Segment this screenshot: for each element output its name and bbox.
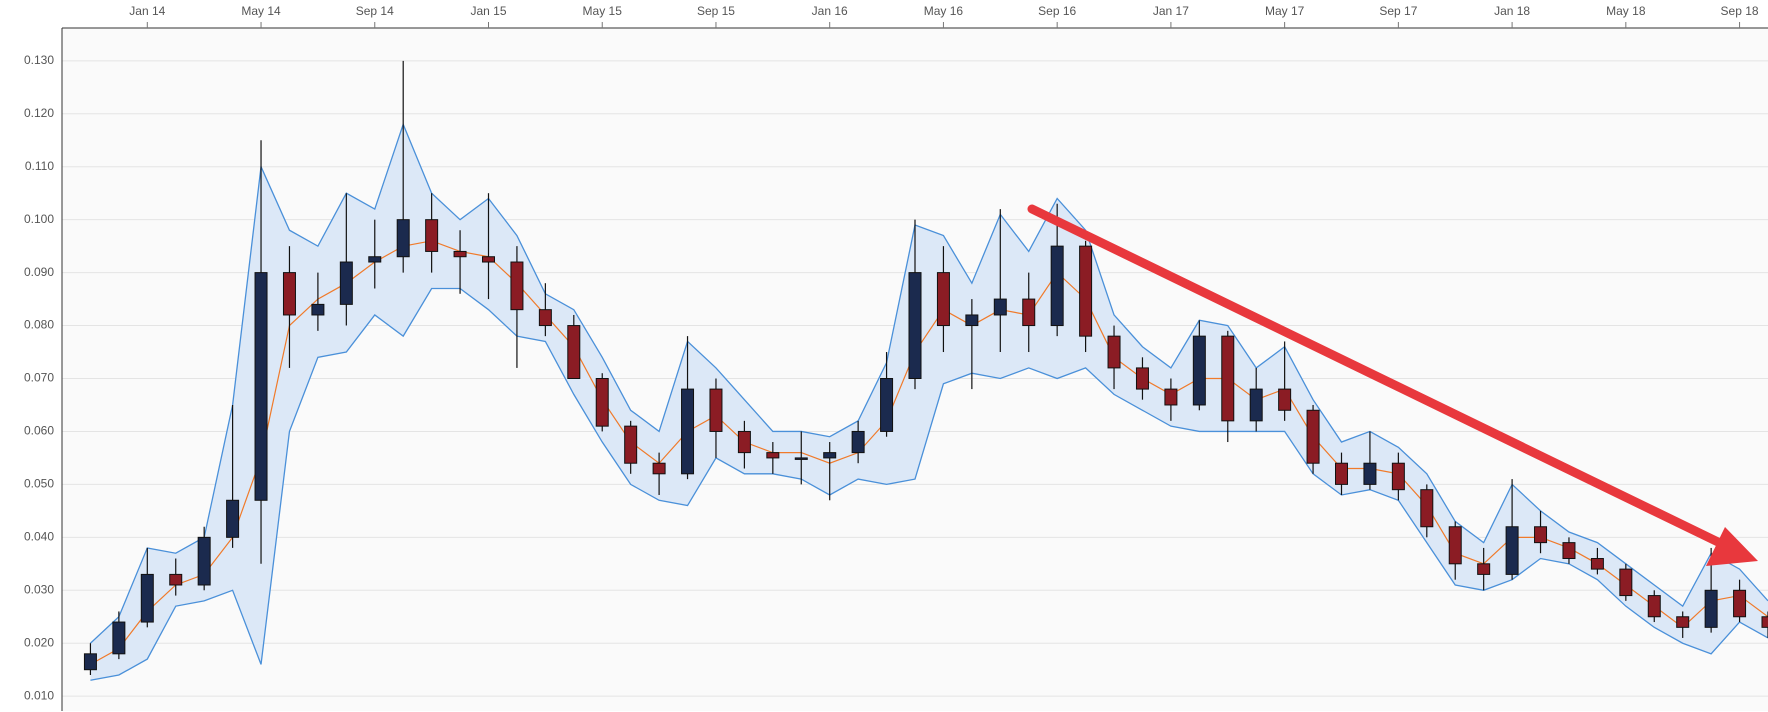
y-tick-label: 0.060 bbox=[24, 424, 54, 438]
x-tick-label: Sep 14 bbox=[356, 4, 394, 18]
candle-body bbox=[1505, 526, 1519, 575]
candle-body bbox=[624, 425, 638, 464]
trend-arrow bbox=[1027, 204, 1758, 566]
candle-body bbox=[226, 499, 240, 538]
candle-body bbox=[1647, 595, 1661, 618]
y-tick-label: 0.070 bbox=[24, 371, 54, 385]
candle-body bbox=[1164, 388, 1178, 406]
candle-body bbox=[1363, 462, 1377, 485]
arrow-head bbox=[1706, 527, 1758, 566]
candle-body bbox=[1221, 335, 1235, 422]
candle-body bbox=[169, 573, 183, 586]
candle-body bbox=[1022, 298, 1036, 327]
candle-body bbox=[652, 462, 666, 475]
x-tick-label: Jan 17 bbox=[1153, 4, 1189, 18]
x-tick-label: Sep 15 bbox=[697, 4, 735, 18]
candle-body bbox=[1135, 367, 1149, 390]
candle-body bbox=[368, 256, 382, 263]
candle-body bbox=[709, 388, 723, 432]
candle-body bbox=[880, 378, 894, 432]
candle-body bbox=[1534, 526, 1548, 544]
candle-body bbox=[1590, 558, 1604, 570]
candle-body bbox=[851, 430, 865, 454]
candle-body bbox=[1107, 335, 1121, 369]
candle-body bbox=[197, 536, 211, 586]
candle-body bbox=[936, 272, 950, 327]
y-tick-label: 0.120 bbox=[24, 106, 54, 120]
y-tick-label: 0.100 bbox=[24, 212, 54, 226]
x-tick-label: May 17 bbox=[1265, 4, 1305, 18]
candle-body bbox=[567, 325, 581, 380]
candle-body bbox=[766, 452, 780, 459]
y-tick-label: 0.040 bbox=[24, 530, 54, 544]
candle-body bbox=[282, 272, 296, 316]
x-tick-label: May 18 bbox=[1606, 4, 1646, 18]
candle-body bbox=[1562, 542, 1576, 560]
candle-body bbox=[1249, 388, 1263, 422]
y-tick-label: 0.110 bbox=[25, 159, 54, 173]
band-lower bbox=[90, 287, 1768, 681]
candle-body bbox=[254, 272, 268, 501]
candle-body bbox=[1420, 489, 1434, 528]
x-tick-label: May 15 bbox=[583, 4, 623, 18]
candle-body bbox=[595, 378, 609, 427]
candle-body bbox=[83, 653, 97, 671]
candle-body bbox=[453, 250, 467, 258]
candle-body bbox=[339, 261, 353, 305]
x-tick-label: May 16 bbox=[924, 4, 964, 18]
y-tick-label: 0.030 bbox=[24, 582, 54, 596]
candle-body bbox=[1676, 616, 1690, 628]
y-tick-label: 0.080 bbox=[24, 318, 54, 332]
candle-body bbox=[993, 298, 1007, 316]
candle-body bbox=[1192, 335, 1206, 406]
candle-body bbox=[1448, 526, 1462, 565]
candle-body bbox=[396, 219, 410, 258]
candle-body bbox=[1619, 568, 1633, 597]
candle-body bbox=[1391, 462, 1405, 491]
band-upper bbox=[89, 122, 1768, 644]
x-tick-label: Jan 18 bbox=[1494, 4, 1530, 18]
candle-body bbox=[908, 272, 922, 380]
candle-body bbox=[681, 388, 695, 475]
x-tick-label: May 14 bbox=[241, 4, 281, 18]
candle-body bbox=[1335, 462, 1348, 485]
candle-body bbox=[794, 457, 808, 460]
candle-body bbox=[425, 219, 439, 252]
y-tick-label: 0.130 bbox=[24, 53, 54, 67]
candle-body bbox=[482, 256, 495, 263]
candle-body bbox=[1704, 589, 1718, 628]
candle-body bbox=[965, 314, 979, 327]
candle-body bbox=[737, 430, 751, 454]
candle-body bbox=[1733, 589, 1747, 618]
candle-body bbox=[112, 621, 126, 655]
band-area bbox=[90, 124, 1768, 681]
candle-body bbox=[510, 261, 524, 311]
x-tick-label: Sep 16 bbox=[1038, 4, 1076, 18]
y-tick-label: 0.090 bbox=[24, 265, 54, 279]
candle-body bbox=[140, 573, 154, 623]
candle-body bbox=[538, 309, 552, 327]
arrow-shaft bbox=[1027, 204, 1723, 547]
candle-body bbox=[1306, 409, 1320, 464]
candle-body bbox=[1761, 616, 1768, 628]
y-tick-label: 0.050 bbox=[24, 477, 54, 491]
y-tick-label: 0.010 bbox=[24, 688, 54, 702]
x-tick-label: Sep 17 bbox=[1379, 4, 1417, 18]
x-tick-label: Sep 18 bbox=[1721, 4, 1759, 18]
candle-body bbox=[1079, 245, 1093, 337]
candle-body bbox=[1278, 388, 1292, 411]
x-tick-label: Jan 16 bbox=[812, 4, 848, 18]
candle-body bbox=[1050, 245, 1064, 327]
x-tick-label: Jan 14 bbox=[129, 4, 165, 18]
y-tick-label: 0.020 bbox=[24, 635, 54, 649]
candle-body bbox=[311, 303, 325, 316]
x-tick-label: Jan 15 bbox=[470, 4, 506, 18]
candle-body bbox=[823, 452, 837, 459]
band-middle bbox=[90, 240, 1768, 665]
candle-body bbox=[1477, 563, 1491, 575]
